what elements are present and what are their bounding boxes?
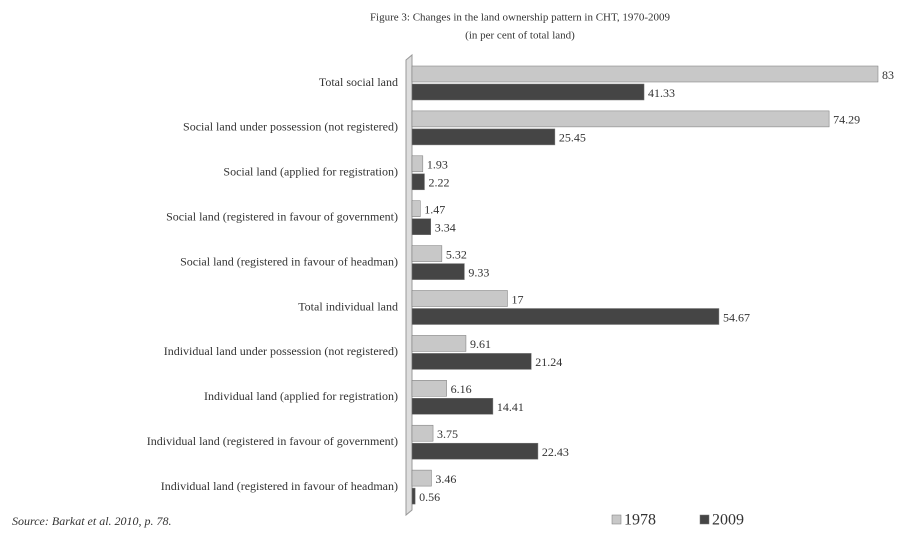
legend-label: 1978 — [624, 512, 656, 529]
value-label: 0.56 — [419, 490, 440, 504]
value-label: 3.46 — [435, 472, 456, 486]
bar — [411, 83, 645, 101]
category-label: Total individual land — [298, 299, 398, 313]
value-label: 5.32 — [446, 247, 467, 261]
bar — [411, 290, 508, 307]
value-label: 83 — [882, 68, 894, 82]
bar — [411, 245, 443, 262]
bar — [411, 110, 830, 128]
value-label: 3.34 — [435, 220, 456, 234]
value-label: 21.24 — [535, 355, 562, 369]
value-label: 6.16 — [451, 382, 472, 396]
bar — [411, 353, 532, 370]
axis-wall — [405, 53, 413, 517]
source: Source: Barkat et al. 2010, p. 78. — [12, 514, 172, 528]
bar — [411, 263, 465, 280]
category-label: Total social land — [319, 75, 398, 89]
bar — [411, 398, 494, 415]
value-label: 9.33 — [468, 265, 489, 279]
value-label: 3.75 — [437, 427, 458, 441]
category-label: Social land under possession (not regist… — [183, 120, 398, 134]
category-label: Individual land (registered in favour of… — [147, 434, 398, 448]
bar — [411, 335, 467, 352]
bar — [411, 218, 432, 235]
value-label: 25.45 — [559, 131, 586, 145]
category-label: Social land (registered in favour of gov… — [166, 209, 398, 223]
bar — [411, 308, 720, 325]
chart-title: Figure 3: Changes in the land ownership … — [370, 12, 671, 24]
bar — [411, 65, 879, 83]
legend-label: 2009 — [712, 512, 744, 529]
bar — [411, 200, 421, 217]
value-label: 41.33 — [648, 86, 675, 100]
chart-subtitle: (in per cent of total land) — [465, 30, 575, 42]
bar — [411, 380, 447, 397]
category-label: Individual land (registered in favour of… — [161, 479, 398, 493]
bar — [411, 442, 539, 460]
bar — [411, 173, 425, 191]
legend-swatch — [611, 514, 622, 525]
value-label: 1.47 — [424, 202, 445, 216]
value-label: 2.22 — [428, 176, 449, 190]
bar — [411, 155, 424, 173]
category-label: Individual land under possession (not re… — [164, 344, 398, 358]
value-label: 22.43 — [542, 445, 569, 459]
value-label: 54.67 — [723, 310, 750, 324]
category-label: Social land (applied for registration) — [223, 165, 398, 179]
bar — [411, 469, 432, 487]
bar — [411, 128, 556, 146]
value-label: 17 — [511, 292, 523, 306]
value-label: 9.61 — [470, 337, 491, 351]
value-label: 1.93 — [427, 158, 448, 172]
legend-swatch — [699, 514, 710, 525]
value-label: 14.41 — [497, 400, 524, 414]
bar — [411, 487, 416, 505]
bar — [411, 424, 434, 442]
category-label: Individual land (applied for registratio… — [204, 389, 398, 403]
value-label: 74.29 — [833, 113, 860, 127]
category-label: Social land (registered in favour of hea… — [180, 254, 398, 268]
